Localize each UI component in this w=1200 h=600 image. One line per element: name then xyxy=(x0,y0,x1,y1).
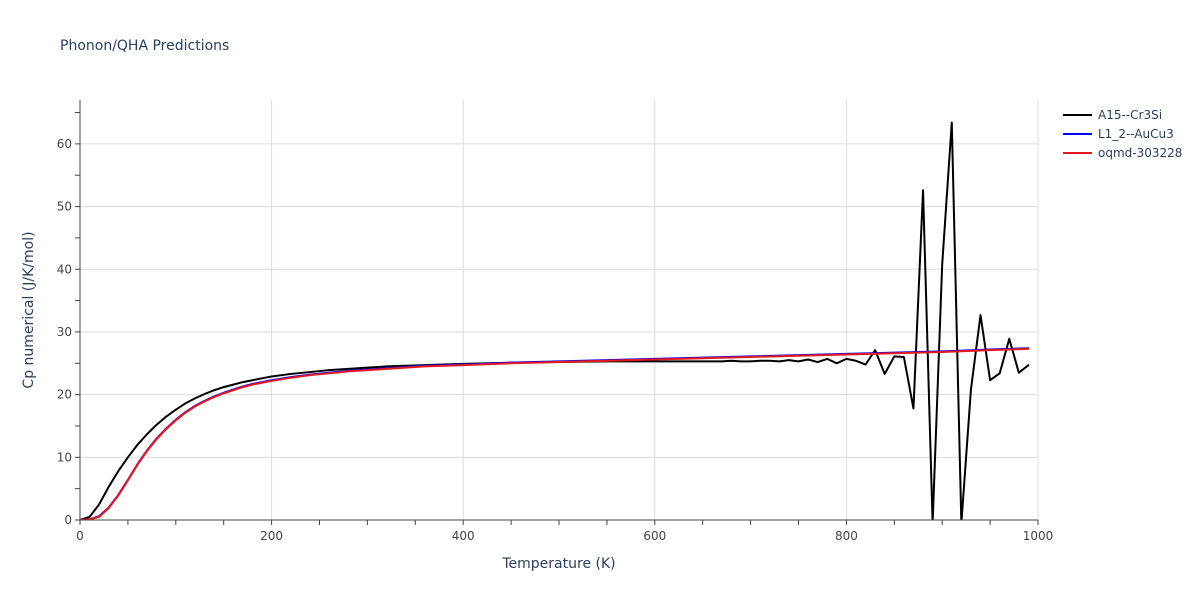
legend-label: A15--Cr3Si xyxy=(1098,108,1162,122)
legend-item[interactable]: L1_2--AuCu3 xyxy=(1063,127,1174,141)
y-tick-label: 40 xyxy=(57,262,72,276)
y-tick-label: 0 xyxy=(64,513,72,527)
legend-label: L1_2--AuCu3 xyxy=(1098,127,1174,141)
x-tick-label: 200 xyxy=(260,529,283,543)
x-tick-label: 0 xyxy=(76,529,84,543)
y-tick-label: 60 xyxy=(57,137,72,151)
y-tick-label: 10 xyxy=(57,450,72,464)
y-axis-title: Cp numerical (J/K/mol) xyxy=(21,231,37,388)
legend-label: oqmd-303228 xyxy=(1098,146,1182,160)
grid-layer xyxy=(80,100,1039,520)
chart-title: Phonon/QHA Predictions xyxy=(60,38,229,54)
legend-item[interactable]: oqmd-303228 xyxy=(1063,146,1182,160)
legend[interactable]: A15--Cr3Si L1_2--AuCu3 oqmd-303228 xyxy=(1063,108,1182,160)
series-line-0 xyxy=(80,121,1030,520)
x-tick-label: 800 xyxy=(835,529,858,543)
series-line-1 xyxy=(80,347,1030,520)
x-tick-label: 400 xyxy=(452,529,475,543)
ticks-layer: 0 200 400 600 800 1000 0 10 20 30 40 50 60 xyxy=(57,112,1054,543)
series-layer xyxy=(80,121,1030,520)
series-line-2 xyxy=(80,347,1030,520)
x-axis-title: Temperature (K) xyxy=(501,556,615,572)
legend-item[interactable]: A15--Cr3Si xyxy=(1063,108,1162,122)
y-tick-label: 20 xyxy=(57,388,72,402)
x-tick-label: 600 xyxy=(643,529,666,543)
y-tick-label: 50 xyxy=(57,200,72,214)
x-tick-label: 1000 xyxy=(1023,529,1054,543)
y-tick-label: 30 xyxy=(57,325,72,339)
